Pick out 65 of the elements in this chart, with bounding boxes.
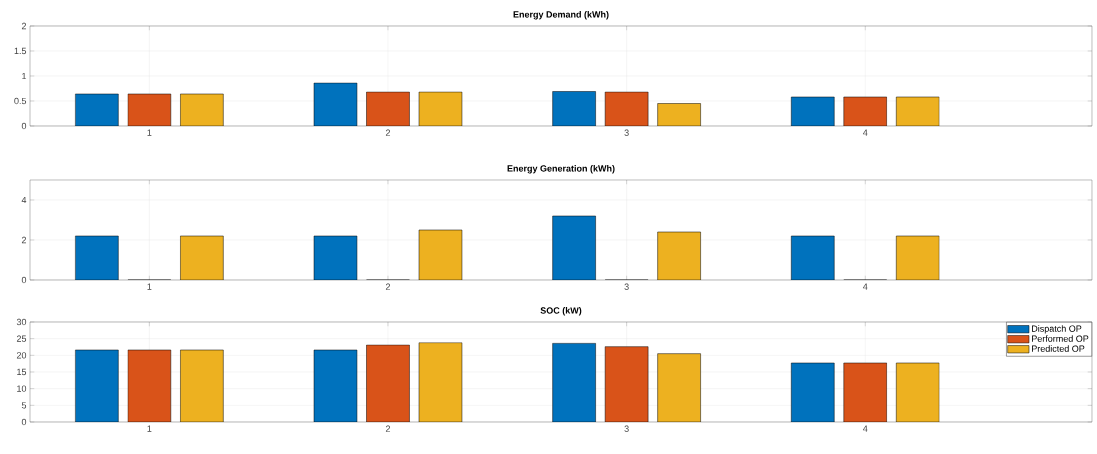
- x-tick-label: 4: [862, 283, 868, 290]
- bar: [791, 362, 835, 422]
- bar: [418, 91, 463, 126]
- y-tick-label: 2: [21, 22, 27, 30]
- bar: [75, 235, 119, 280]
- bar: [418, 229, 463, 280]
- y-tick-label: 0: [21, 276, 27, 284]
- x-tick-label: 2: [385, 129, 391, 136]
- bar: [552, 215, 596, 280]
- bar: [127, 93, 172, 126]
- bar: [366, 91, 410, 126]
- bar: [313, 349, 358, 422]
- bar: [843, 362, 887, 422]
- bar: [657, 103, 701, 126]
- y-tick-label: 0: [21, 122, 27, 130]
- y-tick-label: 15: [17, 368, 27, 376]
- bar: [418, 342, 463, 422]
- y-tick-label: 20: [16, 352, 27, 359]
- bar: [313, 82, 358, 126]
- chart-title: Energy Demand (kWh): [513, 11, 609, 20]
- bar: [552, 91, 596, 126]
- bar: [313, 235, 358, 280]
- bar: [604, 91, 649, 126]
- y-tick-label: 25: [16, 335, 27, 342]
- bar: [180, 349, 224, 422]
- bar: [657, 231, 701, 280]
- y-tick-label: 1.5: [14, 47, 27, 55]
- y-tick-label: 1: [22, 72, 27, 80]
- bar: [180, 93, 224, 126]
- y-tick-label: 30: [16, 318, 27, 326]
- legend-label: Dispatch OP: [1032, 325, 1082, 334]
- x-tick-label: 3: [624, 283, 629, 290]
- x-tick-label: 4: [862, 129, 868, 136]
- bar: [75, 349, 119, 422]
- x-tick-label: 4: [862, 425, 868, 432]
- bar: [604, 346, 649, 422]
- bar: [843, 96, 887, 126]
- y-tick-label: 2: [21, 236, 27, 244]
- x-tick-label: 3: [624, 129, 629, 136]
- x-tick-label: 2: [385, 283, 391, 290]
- bar: [896, 96, 940, 126]
- bar: [366, 344, 410, 422]
- bar: [896, 362, 940, 422]
- bar: [75, 93, 119, 126]
- y-tick-label: 4: [21, 196, 27, 204]
- legend-label: Predicted OP: [1032, 345, 1085, 352]
- bar: [657, 353, 701, 422]
- bar: [896, 235, 940, 280]
- chart-title: SOC (kW): [540, 307, 582, 316]
- x-tick-label: 1: [147, 425, 152, 432]
- x-tick-label: 1: [147, 129, 152, 136]
- x-tick-label: 1: [147, 283, 152, 290]
- bar: [127, 349, 172, 422]
- bar: [552, 343, 596, 422]
- y-tick-label: 5: [21, 402, 27, 409]
- x-tick-label: 3: [624, 425, 629, 432]
- legend-label: Performed OP: [1032, 335, 1089, 342]
- chart-title: Energy Generation (kWh): [507, 165, 615, 174]
- y-tick-label: 0.5: [14, 97, 27, 105]
- bar: [791, 96, 835, 126]
- bar: [180, 235, 224, 280]
- x-tick-label: 2: [385, 425, 391, 432]
- bar: [791, 235, 835, 280]
- y-tick-label: 0: [21, 418, 27, 426]
- y-tick-label: 10: [17, 385, 27, 392]
